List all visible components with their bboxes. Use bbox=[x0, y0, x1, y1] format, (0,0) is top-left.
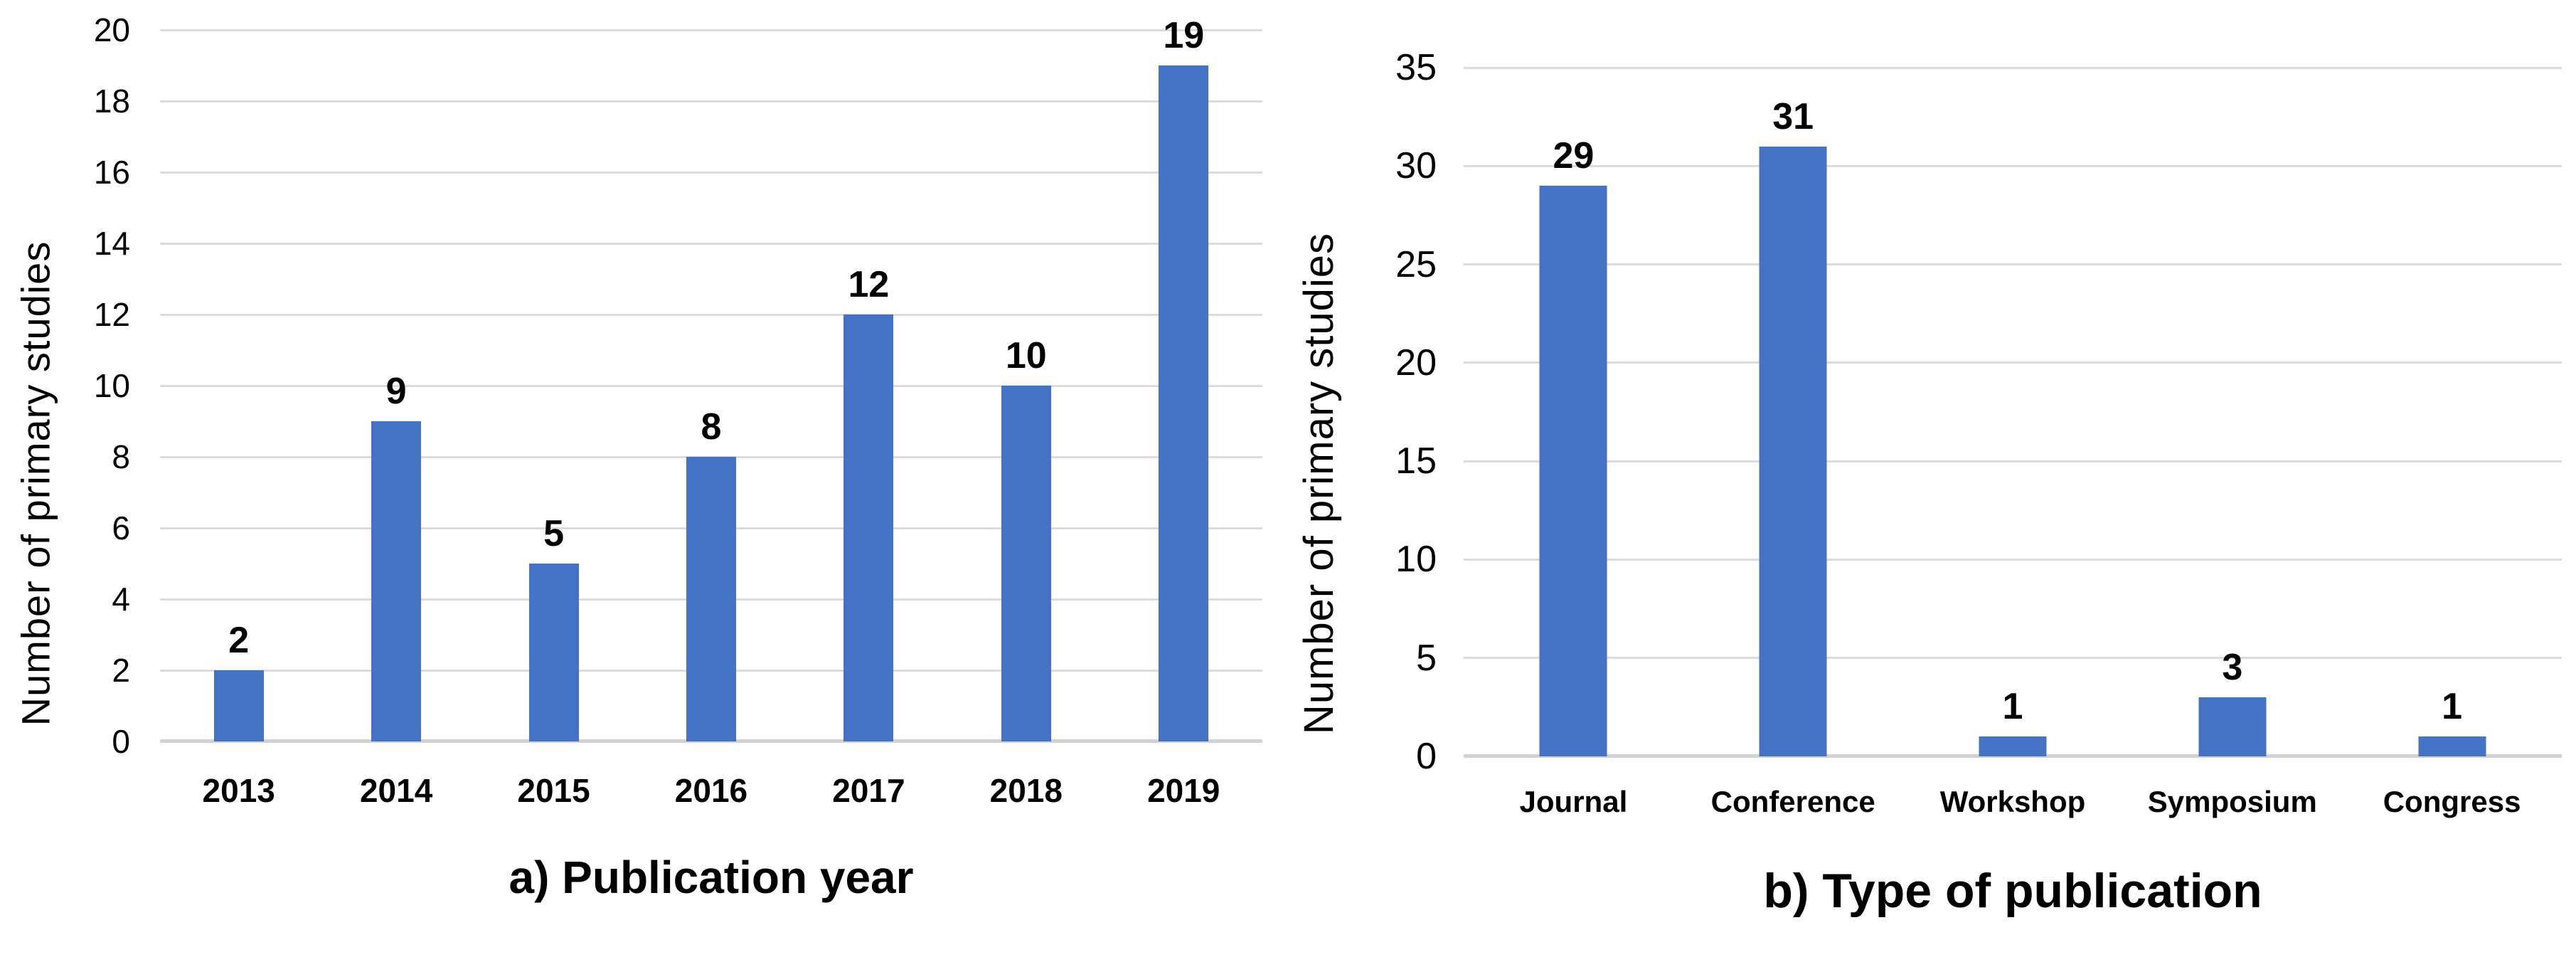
y-tick-label: 16 bbox=[93, 154, 130, 191]
bar-cell-2013: 2 bbox=[160, 30, 317, 741]
bars-layer: 2 9 5 8 12 10 19 bbox=[160, 17, 1262, 741]
bar-cell-2016: 8 bbox=[632, 30, 789, 741]
y-tick-label: 12 bbox=[93, 296, 130, 333]
gridline bbox=[160, 171, 1262, 174]
y-tick-label: 25 bbox=[1395, 243, 1437, 285]
bar-value-label: 10 bbox=[1005, 335, 1047, 376]
bar-cell-2014: 9 bbox=[317, 30, 474, 741]
bar-2015 bbox=[528, 564, 579, 741]
bar-value-label: 1 bbox=[2002, 686, 2023, 728]
y-tick-label: 10 bbox=[1395, 539, 1437, 581]
bar-value-label: 12 bbox=[848, 264, 890, 305]
bar-value-label: 1 bbox=[2442, 686, 2463, 728]
x-axis-labels-b: Journal Conference Workshop Symposium Congre… bbox=[1464, 785, 2562, 819]
x-tick-label-2015: 2015 bbox=[517, 772, 590, 809]
y-tick-label: 5 bbox=[1416, 637, 1437, 679]
bar-value-label: 9 bbox=[385, 371, 407, 412]
gridline bbox=[1464, 558, 2562, 561]
gridline bbox=[160, 384, 1262, 387]
y-tick-label: 0 bbox=[1416, 736, 1437, 777]
y-tick-label: 2 bbox=[112, 652, 130, 689]
bar-value-label: 19 bbox=[1163, 15, 1205, 56]
plot-area-b: 0 5 10 15 20 25 30 35 29 31 1 3 1 bbox=[1395, 49, 2562, 775]
bar-value-label: 8 bbox=[701, 406, 722, 448]
bar-Congress bbox=[2418, 736, 2486, 756]
y-axis-title-b: Number of primary studies bbox=[1280, 0, 1358, 967]
x-tick-label-Conference: Conference bbox=[1710, 785, 1875, 818]
gridline bbox=[160, 313, 1262, 316]
y-axis-title-text: Number of primary studies bbox=[1296, 232, 1343, 735]
bar-Journal bbox=[1539, 185, 1607, 756]
bar-2016 bbox=[686, 457, 736, 741]
bar-Conference bbox=[1759, 146, 1827, 756]
bar-cell-Journal: 29 bbox=[1464, 68, 1683, 756]
chart-b-type-of-publication: Number of primary studies 0 5 10 15 20 25 30 35… bbox=[1280, 0, 2576, 967]
y-tick-label: 0 bbox=[112, 723, 130, 760]
bar-2019 bbox=[1159, 65, 1209, 741]
bar-Workshop bbox=[1979, 736, 2047, 756]
x-tick-label-Journal: Journal bbox=[1519, 785, 1628, 818]
chart-title-a: a) Publication year bbox=[509, 852, 914, 903]
gridline bbox=[1464, 460, 2562, 463]
y-tick-label: 14 bbox=[93, 225, 130, 262]
x-tick-label-2014: 2014 bbox=[359, 772, 433, 809]
x-tick-label-2016: 2016 bbox=[674, 772, 748, 809]
y-tick-label: 6 bbox=[112, 509, 130, 546]
gridline bbox=[1464, 657, 2562, 660]
x-tick-label-Congress: Congress bbox=[2383, 785, 2521, 818]
bar-cell-2017: 12 bbox=[790, 30, 947, 741]
bar-cell-Workshop: 1 bbox=[1903, 68, 2123, 756]
bar-cell-Conference: 31 bbox=[1683, 68, 1903, 756]
bar-value-label: 2 bbox=[228, 620, 250, 661]
plot-column-b: 0 5 10 15 20 25 30 35 29 31 1 3 1 Journal Conference W… bbox=[1358, 0, 2576, 967]
x-tick-label-Workshop: Workshop bbox=[1939, 785, 2086, 818]
y-tick-label: 35 bbox=[1395, 47, 1437, 88]
y-axis-title-text: Number of primary studies bbox=[13, 241, 58, 726]
gridline bbox=[1464, 361, 2562, 364]
x-tick-label-2017: 2017 bbox=[832, 772, 905, 809]
y-tick-label: 30 bbox=[1395, 145, 1437, 187]
x-axis-labels-a: 2013 2014 2015 2016 2017 2018 2019 bbox=[160, 771, 1262, 810]
bar-value-label: 31 bbox=[1772, 95, 1814, 137]
bars-layer: 29 31 1 3 1 bbox=[1464, 68, 2562, 756]
y-tick-label: 15 bbox=[1395, 440, 1437, 482]
gridline bbox=[1464, 263, 2562, 266]
chart-title-b: b) Type of publication bbox=[1763, 864, 2262, 918]
y-tick-label: 8 bbox=[112, 438, 130, 475]
bar-cell-Symposium: 3 bbox=[2122, 68, 2342, 756]
bar-cell-Congress: 1 bbox=[2342, 68, 2562, 756]
bar-cell-2018: 10 bbox=[947, 30, 1105, 741]
bar-2013 bbox=[213, 670, 264, 741]
bar-value-label: 29 bbox=[1553, 134, 1595, 176]
bar-value-label: 5 bbox=[543, 513, 565, 554]
gridline bbox=[1464, 66, 2562, 69]
x-tick-label-2019: 2019 bbox=[1147, 772, 1220, 809]
x-tick-label-Symposium: Symposium bbox=[2147, 785, 2317, 818]
bar-2014 bbox=[371, 421, 422, 741]
y-tick-label: 10 bbox=[93, 367, 130, 404]
x-tick-label-2013: 2013 bbox=[202, 772, 275, 809]
gridline bbox=[160, 242, 1262, 245]
bar-2017 bbox=[843, 315, 894, 741]
gridline bbox=[1464, 164, 2562, 167]
chart-a-publication-year: Number of primary studies 0 2 4 6 8 10 12 14 16 1… bbox=[0, 0, 1280, 967]
y-tick-label: 20 bbox=[1395, 342, 1437, 384]
plot-column-a: 0 2 4 6 8 10 12 14 16 18 20 2 9 5 8 12 10 19 2013 2014 2015… bbox=[71, 0, 1280, 967]
y-tick-label: 18 bbox=[93, 83, 130, 120]
gridline bbox=[160, 28, 1262, 31]
bar-Symposium bbox=[2198, 697, 2267, 756]
plot-area-a: 0 2 4 6 8 10 12 14 16 18 20 2 9 5 8 12 10 19 bbox=[94, 14, 1262, 758]
bar-cell-2015: 5 bbox=[475, 30, 632, 741]
x-tick-label-2018: 2018 bbox=[989, 772, 1063, 809]
gridline bbox=[160, 100, 1262, 102]
bar-value-label: 3 bbox=[2222, 647, 2243, 689]
y-axis-title-a: Number of primary studies bbox=[0, 0, 71, 967]
y-tick-label: 4 bbox=[112, 581, 130, 618]
bar-2018 bbox=[1001, 386, 1051, 741]
bar-cell-2019: 19 bbox=[1105, 17, 1262, 741]
y-tick-label: 20 bbox=[93, 11, 130, 48]
